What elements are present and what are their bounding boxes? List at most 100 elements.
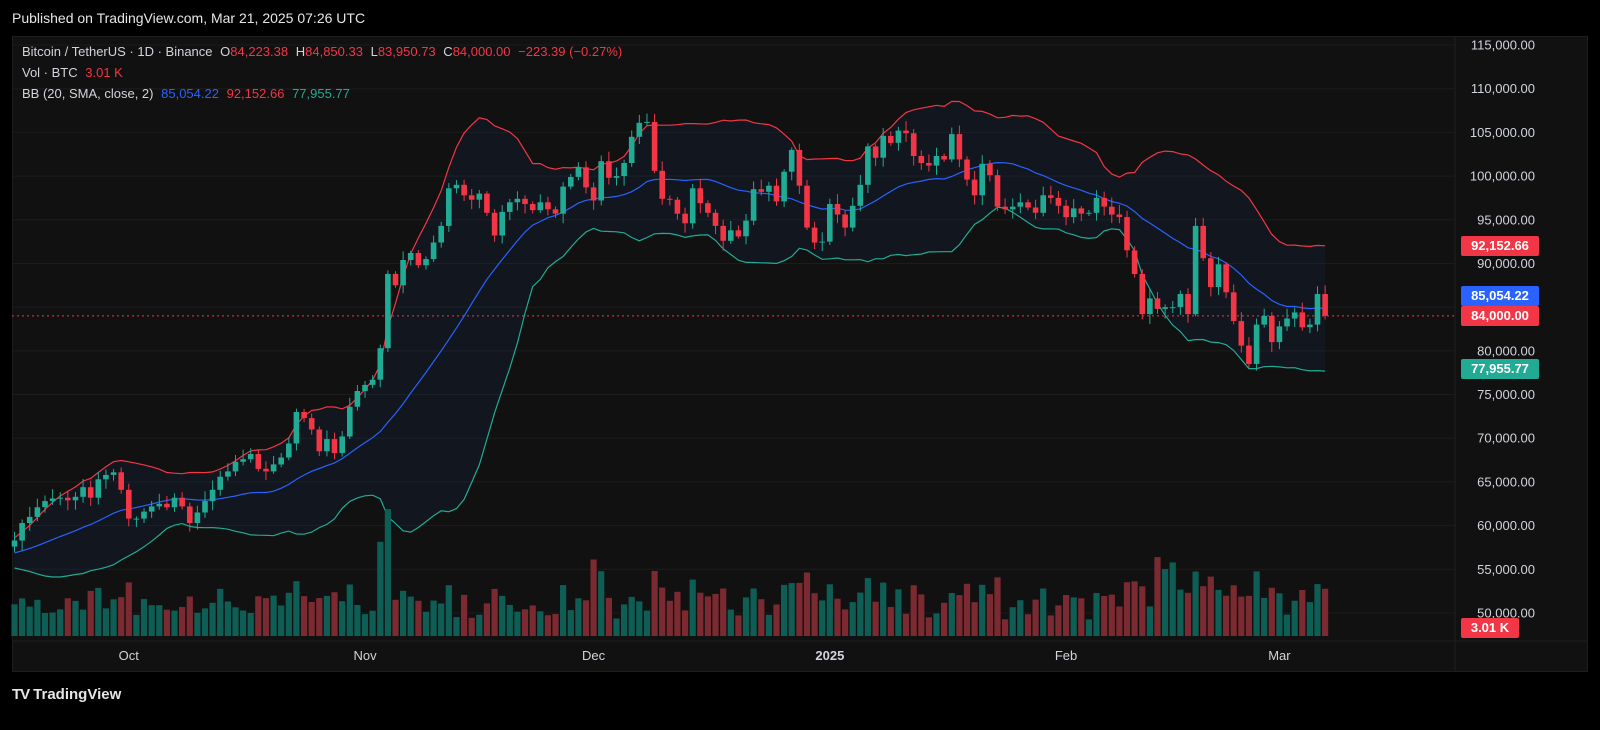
volume-bar <box>1055 605 1062 636</box>
candle-body <box>956 134 963 160</box>
volume-bar <box>1207 576 1214 636</box>
candle-body <box>910 133 917 156</box>
volume-bar <box>483 603 490 636</box>
volume-bar <box>720 588 727 636</box>
volume-bar <box>567 610 574 636</box>
volume-bar <box>986 594 993 636</box>
candle-body <box>202 501 208 513</box>
volume-bar <box>1162 569 1169 636</box>
candle-body <box>171 497 178 508</box>
y-tick-label: 70,000.00 <box>1477 431 1535 446</box>
candle-body <box>1215 264 1222 287</box>
volume-bar <box>971 602 978 636</box>
candle-body <box>1116 214 1123 218</box>
candle-body <box>941 156 947 160</box>
volume-bar <box>422 611 430 636</box>
high-label: H <box>295 44 306 59</box>
candle-body <box>697 188 704 204</box>
candle-body <box>1162 307 1168 309</box>
candle-body <box>1032 207 1039 213</box>
volume-bar <box>666 600 673 636</box>
y-tick-label: 90,000.00 <box>1477 256 1535 271</box>
candle-body <box>1070 208 1077 218</box>
volume-bar <box>285 592 292 636</box>
volume-bar <box>278 605 285 636</box>
candle-body <box>1101 197 1107 207</box>
volume-bar <box>1245 595 1252 636</box>
published-note: Published on TradingView.com, Mar 21, 20… <box>12 10 366 26</box>
volume-bar <box>476 614 483 636</box>
y-tick-label: 55,000.00 <box>1477 562 1535 577</box>
volume-bar <box>1306 602 1313 636</box>
volume-bar <box>41 613 49 636</box>
candle-body <box>682 213 688 224</box>
candle-body <box>26 516 33 523</box>
candle-body <box>933 156 940 166</box>
volume-bar <box>1177 589 1184 636</box>
volume-bar <box>1078 598 1085 636</box>
open-label: O <box>220 44 231 59</box>
volume-bar <box>659 587 666 636</box>
volume-bar <box>1314 584 1321 636</box>
candle-body <box>522 198 528 204</box>
volume-bar <box>19 598 26 636</box>
volume-bar <box>529 605 536 636</box>
candle-body <box>164 503 170 508</box>
bb-label[interactable]: BB (20, SMA, close, 2) <box>22 86 154 101</box>
candle-body <box>712 212 719 226</box>
volume-bar <box>1276 593 1283 636</box>
volume-bar <box>377 541 384 636</box>
candle-body <box>1185 294 1191 315</box>
volume-bar <box>796 582 803 636</box>
candle-body <box>667 198 673 200</box>
volume-bar <box>1200 586 1207 636</box>
x-tick-label: Dec <box>582 648 606 663</box>
candle-body <box>377 348 384 380</box>
tradingview-logo[interactable]: TV TradingView <box>12 683 121 705</box>
candle-body <box>1322 294 1328 316</box>
candle-body <box>247 454 254 460</box>
y-tick-label: 80,000.00 <box>1477 343 1535 358</box>
volume-tag: 3.01 K <box>1461 618 1519 638</box>
volume-bar <box>361 614 369 636</box>
symbol-title[interactable]: Bitcoin / TetherUS · 1D · Binance <box>22 44 213 59</box>
candle-body <box>240 459 246 462</box>
y-tick-label: 65,000.00 <box>1477 474 1535 489</box>
candle-body <box>484 193 490 213</box>
x-tick-label: Oct <box>119 648 140 663</box>
candle-body <box>1291 312 1298 319</box>
volume-bar <box>834 598 841 636</box>
volume-bar <box>453 617 460 636</box>
volume-bar <box>499 595 506 636</box>
volume-bar <box>156 605 163 636</box>
volume-bar <box>682 610 689 636</box>
candle-body <box>705 203 711 213</box>
candle-body <box>446 188 452 226</box>
bb-lower-tag: 77,955.77 <box>1461 359 1539 379</box>
candle-body <box>507 202 513 212</box>
candle-body <box>354 391 361 407</box>
volume-bar <box>704 596 711 636</box>
volume-bar <box>293 581 300 636</box>
volume-label[interactable]: Vol · BTC <box>22 65 78 80</box>
volume-bar <box>651 571 658 636</box>
volume-bar <box>186 596 193 636</box>
volume-bar <box>933 613 940 636</box>
volume-bar <box>506 605 513 636</box>
x-tick-label: 2025 <box>815 648 844 663</box>
volume-bar <box>735 615 742 636</box>
volume-bar <box>392 599 399 636</box>
volume-bar <box>1131 581 1138 636</box>
volume-bar <box>224 601 231 636</box>
volume-bar <box>201 608 209 636</box>
volume-bar <box>956 595 963 636</box>
volume-bar <box>1017 600 1024 636</box>
candle-body <box>308 418 315 430</box>
candle-body <box>1055 197 1062 206</box>
candle-body <box>87 487 94 498</box>
chart-panel[interactable] <box>12 36 1588 672</box>
candle-body <box>34 507 41 517</box>
candle-body <box>461 184 467 196</box>
time-axis: Oct Nov Dec 2025 Feb Mar <box>119 648 1292 663</box>
